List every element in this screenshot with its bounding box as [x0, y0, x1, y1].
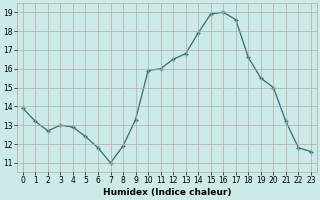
X-axis label: Humidex (Indice chaleur): Humidex (Indice chaleur) — [103, 188, 231, 197]
